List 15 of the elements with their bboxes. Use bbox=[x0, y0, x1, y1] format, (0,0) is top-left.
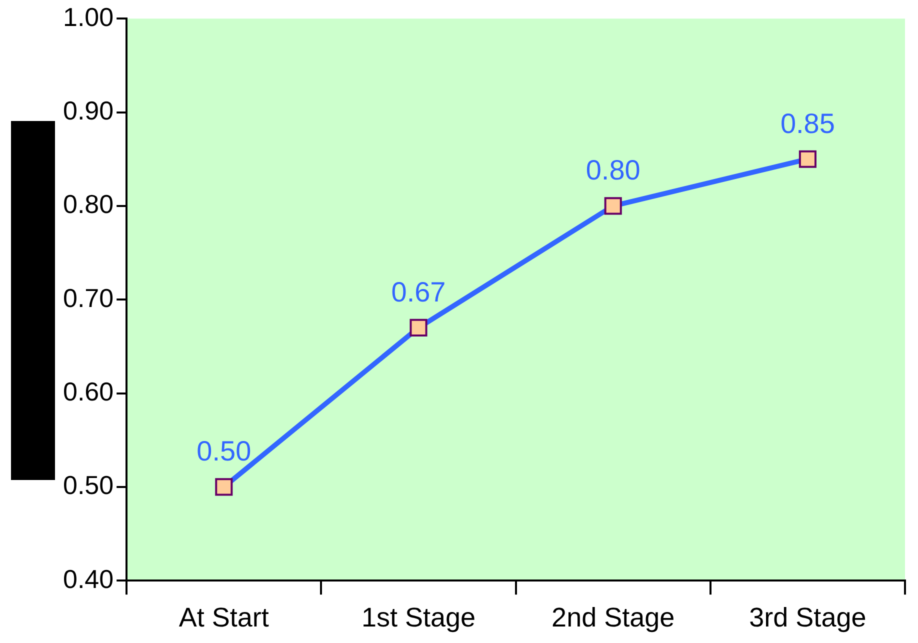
data-label: 0.80 bbox=[586, 154, 640, 186]
y-tick-label: 0.70 bbox=[62, 282, 114, 313]
y-tick-label: 0.80 bbox=[62, 189, 114, 220]
y-tick-label: 1.00 bbox=[62, 2, 114, 32]
x-tick-label: At Start bbox=[178, 602, 270, 632]
data-label: 0.85 bbox=[780, 108, 835, 139]
x-tick-label: 3rd Stage bbox=[749, 602, 866, 632]
y-tick-label: 0.90 bbox=[62, 95, 114, 126]
data-label: 0.50 bbox=[196, 436, 252, 467]
x-tick-label: 1st Stage bbox=[361, 602, 476, 632]
y-tick-label: 0.50 bbox=[62, 470, 114, 500]
y-tick-label: 0.40 bbox=[62, 564, 114, 594]
data-label: 0.67 bbox=[391, 276, 446, 308]
x-tick-label: 2nd Stage bbox=[552, 602, 675, 632]
y-tick-label: 0.60 bbox=[62, 376, 114, 406]
